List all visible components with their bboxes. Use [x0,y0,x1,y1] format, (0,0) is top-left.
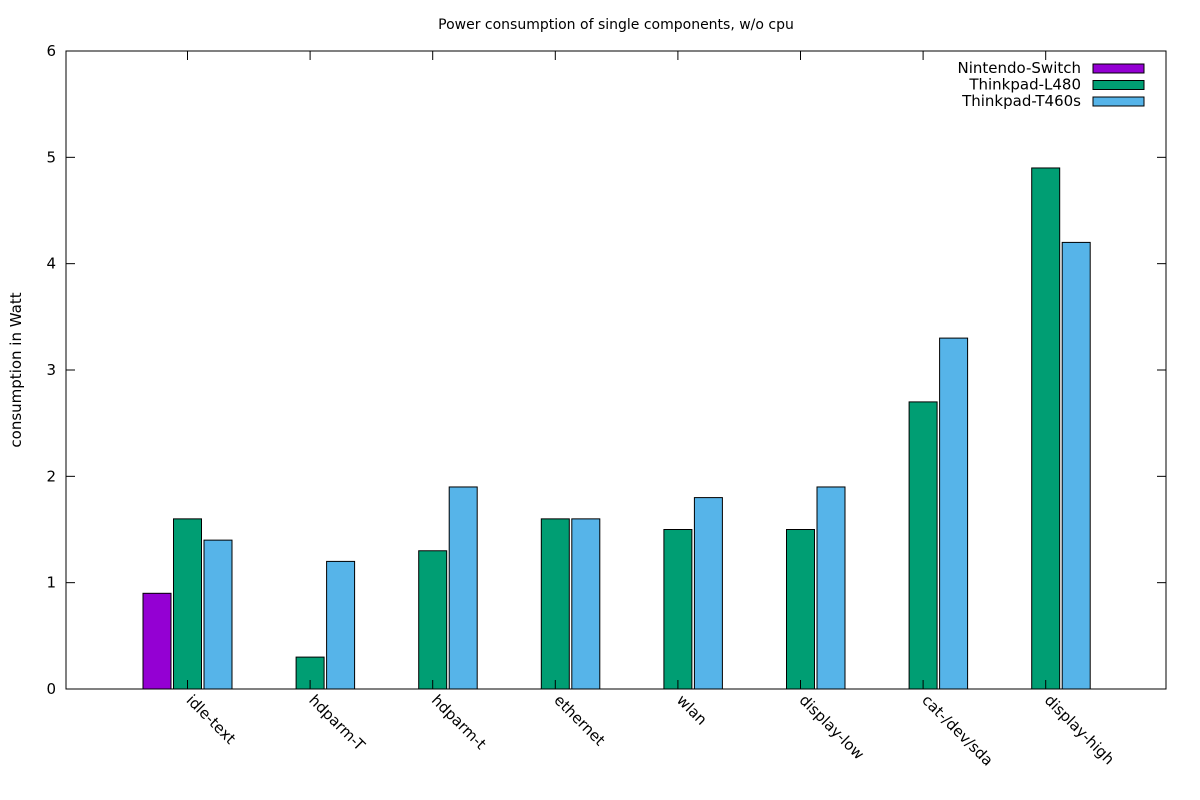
bar-nintendo-switch [142,592,172,690]
y-tick-label: 4 [46,255,56,273]
x-tick-label: wlan [673,691,711,729]
bar-thinkpad-t460s [1061,241,1091,690]
bar-thinkpad-l480 [786,529,815,690]
y-tick-label: 6 [46,42,56,60]
legend-swatch [1092,63,1145,74]
bar-thinkpad-t460s [448,486,478,690]
legend-swatch [1092,80,1145,90]
x-tick-label: display-low [796,691,868,763]
bar-thinkpad-t460s [939,337,969,690]
legend-label: Thinkpad-L480 [968,76,1081,94]
bar-thinkpad-t460s [203,539,233,690]
x-tick-label: hdparm-t [428,691,490,753]
x-tick-label: hdparm-T [305,691,369,755]
legend-label: Nintendo-Switch [958,59,1082,77]
bar-thinkpad-l480 [540,518,570,690]
x-tick-label: ethernet [550,691,608,749]
y-tick-label: 2 [46,467,56,485]
y-axis-label: consumption in Watt [7,292,25,447]
y-tick-label: 0 [46,680,56,698]
bar-thinkpad-l480 [173,518,202,690]
bar-thinkpad-l480 [1031,167,1061,690]
y-tick-label: 5 [46,148,56,166]
x-tick-label: idle-text [183,691,240,748]
chart-title: Power consumption of single components, … [438,17,794,33]
y-tick-label: 3 [46,361,56,379]
bar-thinkpad-t460s [571,518,601,690]
plot-frame [65,50,1167,690]
legend-label: Thinkpad-T460s [961,92,1081,110]
plot-area: 0 1 2 3 4 5 6 idle-text hdparm-T hdparm-t ethernet… [46,42,1166,770]
legend-swatch [1092,96,1145,107]
x-tick-label: cat-/dev/sda [918,691,996,769]
y-tick-label: 1 [46,574,56,592]
bar-thinkpad-l480 [663,529,693,690]
bar-thinkpad-t460s [326,560,356,690]
bar-thinkpad-t460s [816,486,846,690]
legend: Nintendo-SwitchThinkpad-L480Thinkpad-T46… [958,59,1145,110]
bar-thinkpad-l480 [908,401,938,690]
bar-thinkpad-t460s [693,497,723,690]
bar-thinkpad-l480 [418,550,448,690]
x-tick-label: display-high [1041,691,1118,768]
